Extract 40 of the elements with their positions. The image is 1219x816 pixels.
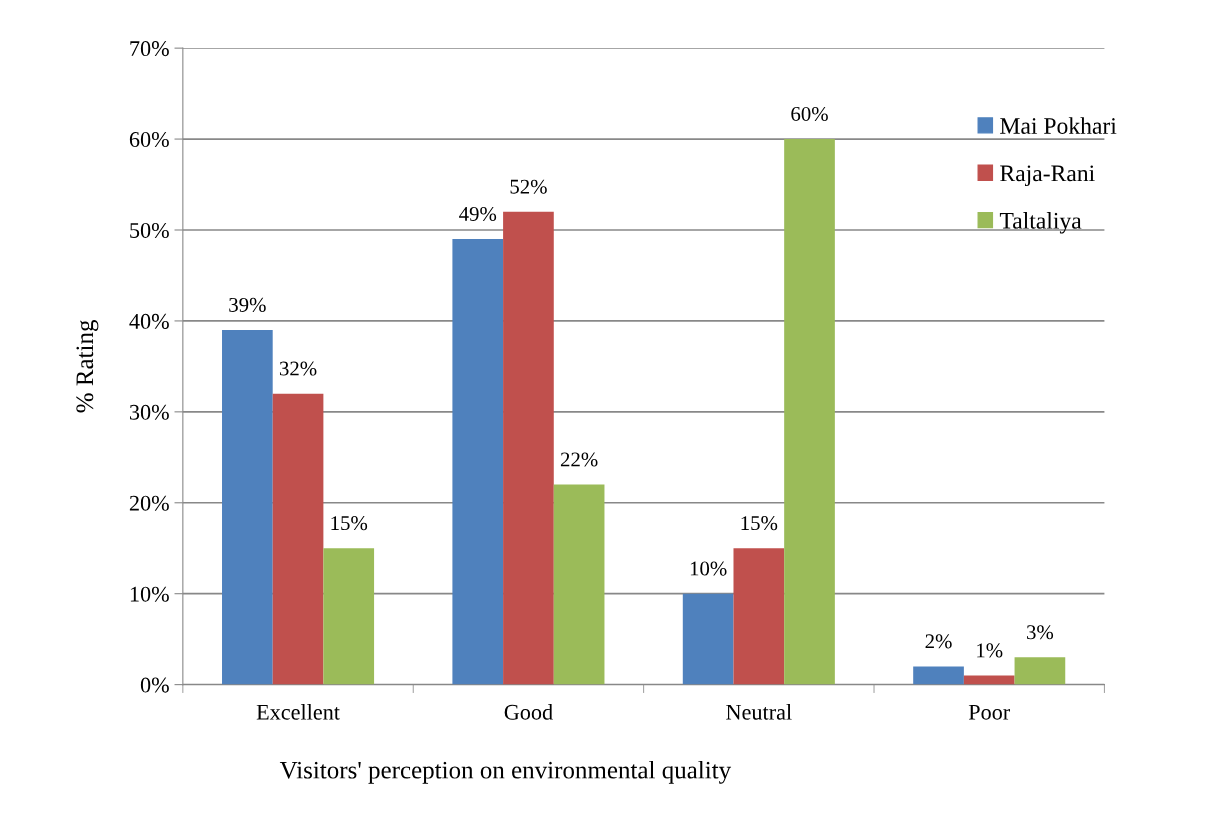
y-tick-label: 70%: [130, 41, 169, 57]
bar: [1014, 657, 1066, 685]
bar: [323, 548, 375, 685]
data-label: 32%: [279, 361, 317, 376]
data-label: 60%: [791, 106, 828, 122]
y-tick-label: 10%: [130, 586, 169, 602]
data-label: 15%: [331, 516, 368, 531]
data-label: 39%: [229, 297, 266, 312]
data-label: 2%: [925, 634, 952, 649]
x-tick-label: Good: [504, 704, 553, 720]
bar: [682, 593, 734, 685]
data-label: 10%: [690, 561, 727, 576]
y-tick-label: 60%: [129, 132, 169, 148]
legend-label: Taltaliya: [999, 212, 1082, 234]
y-tick-label: 0%: [140, 677, 169, 693]
x-tick-label: Excellent: [256, 704, 340, 720]
bar: [503, 211, 554, 685]
bar: [452, 239, 504, 685]
data-label: 22%: [560, 452, 598, 467]
y-tick-label: 40%: [129, 313, 169, 329]
data-label: 52%: [510, 179, 547, 194]
y-tick-label: 30%: [129, 404, 169, 420]
x-tick-label: Neutral: [726, 704, 792, 720]
bar: [272, 393, 324, 685]
bar: [553, 484, 605, 685]
bar: [222, 330, 273, 685]
x-tick-label: Poor: [968, 704, 1011, 720]
legend-label: Mai Pokhari: [1000, 117, 1117, 134]
data-label: 49%: [459, 206, 497, 222]
bar: [913, 666, 964, 685]
legend-label: Raja-Rani: [1000, 165, 1095, 187]
data-label: 15%: [741, 516, 778, 531]
y-tick-label: 20%: [129, 495, 169, 511]
data-label: 1%: [977, 643, 1003, 658]
y-tick-label: 50%: [130, 222, 169, 238]
bar: [733, 548, 785, 685]
bar: [784, 139, 835, 685]
x-axis-title: Visitors' perception on environmental quality: [279, 761, 732, 784]
data-label: 3%: [1027, 625, 1054, 640]
y-axis-title: % Rating: [76, 319, 99, 413]
